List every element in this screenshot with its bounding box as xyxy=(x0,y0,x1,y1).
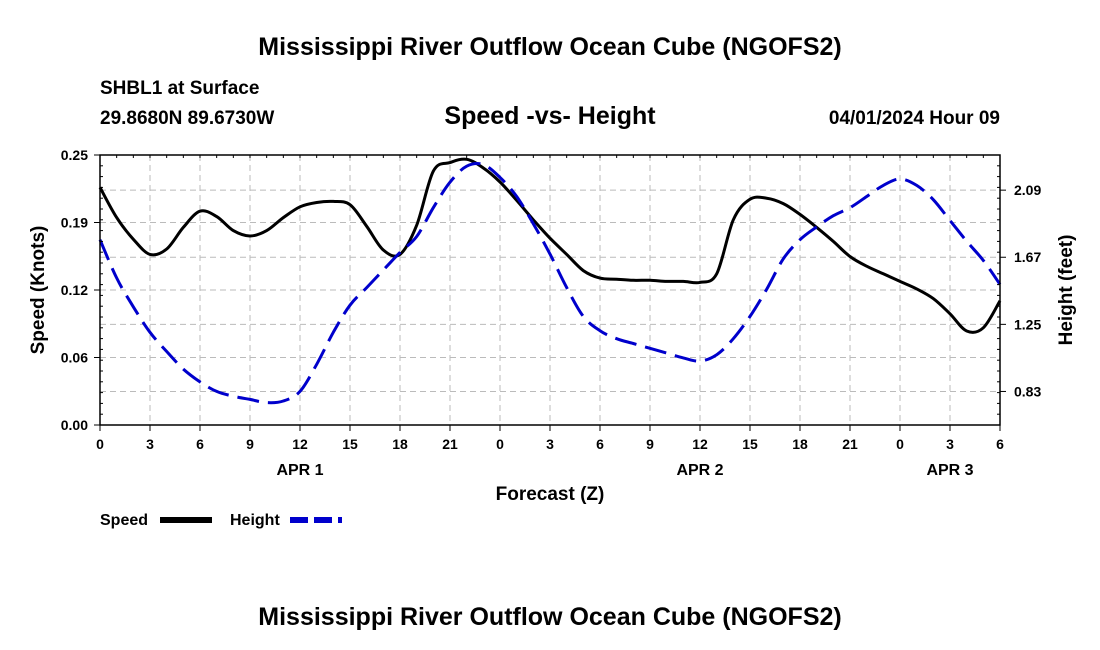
x-tick-label: 21 xyxy=(442,436,458,452)
y-tick-label: 0.19 xyxy=(61,215,88,231)
date-label: APR 3 xyxy=(926,462,973,479)
grid xyxy=(100,155,1000,425)
footer-title: Mississippi River Outflow Ocean Cube (NG… xyxy=(258,603,841,631)
station-label: SHBL1 at Surface xyxy=(100,78,259,99)
y-tick-label: 0.25 xyxy=(61,147,88,163)
page-title: Mississippi River Outflow Ocean Cube (NG… xyxy=(258,33,841,61)
legend-height-label: Height xyxy=(230,512,280,529)
forecast-datetime: 04/01/2024 Hour 09 xyxy=(829,108,1000,129)
x-tick-label: 15 xyxy=(742,436,758,452)
x-tick-label: 6 xyxy=(196,436,204,452)
x-tick-label: 18 xyxy=(392,436,408,452)
x-tick-label: 6 xyxy=(996,436,1004,452)
y2-tick-label: 1.25 xyxy=(1014,316,1041,332)
y-tick-label: 0.12 xyxy=(61,282,88,298)
date-label: APR 2 xyxy=(676,462,723,479)
x-tick-label: 12 xyxy=(692,436,708,452)
x-tick-label: 3 xyxy=(946,436,954,452)
x-tick-label: 12 xyxy=(292,436,308,452)
x-tick-label: 9 xyxy=(246,436,254,452)
x-tick-label: 0 xyxy=(496,436,504,452)
y2-axis-label: Height (feet) xyxy=(1056,235,1077,346)
x-tick-label: 18 xyxy=(792,436,808,452)
x-tick-label: 3 xyxy=(546,436,554,452)
x-tick-label: 3 xyxy=(146,436,154,452)
x-tick-label: 0 xyxy=(896,436,904,452)
x-tick-label: 0 xyxy=(96,436,104,452)
axes: 0 3 6 9 12 15 18 21 0 3 6 9 12 15 18 21 0 3 6 0.00 0.06 0.12 0… xyxy=(61,147,1042,479)
y-tick-label: 0.00 xyxy=(61,417,88,433)
x-tick-label: 9 xyxy=(646,436,654,452)
series-group xyxy=(98,157,1002,405)
x-axis-label: Forecast (Z) xyxy=(496,484,605,505)
y2-tick-label: 1.67 xyxy=(1014,249,1041,265)
x-tick-label: 15 xyxy=(342,436,358,452)
series-speed-line xyxy=(98,157,1002,334)
x-tick-label: 6 xyxy=(596,436,604,452)
y2-tick-label: 0.83 xyxy=(1014,383,1041,399)
x-tick-label: 21 xyxy=(842,436,858,452)
y-tick-label: 0.06 xyxy=(61,350,88,366)
legend-speed-label: Speed xyxy=(100,512,148,529)
series-height-line xyxy=(98,162,1002,405)
chart-title: Speed -vs- Height xyxy=(444,102,656,130)
date-label: APR 1 xyxy=(276,462,323,479)
legend: Speed Height xyxy=(100,512,342,529)
station-coords: 29.8680N 89.6730W xyxy=(100,108,274,129)
y-axis-label: Speed (Knots) xyxy=(28,226,49,355)
y2-tick-label: 2.09 xyxy=(1014,182,1041,198)
plot-frame xyxy=(99,154,1001,426)
